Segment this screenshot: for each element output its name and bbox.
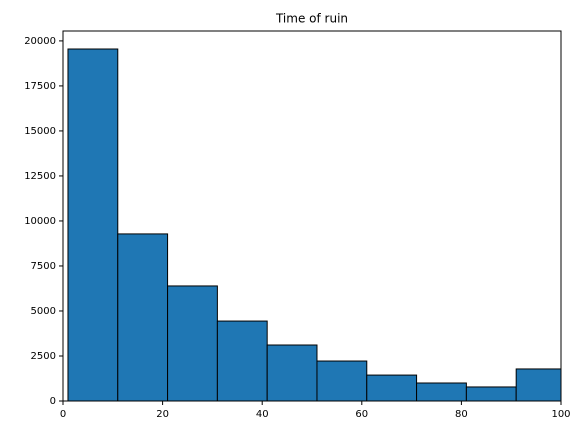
axes-frame [62, 30, 562, 402]
chart-title: Time of ruin [275, 12, 348, 26]
y-tick-label: 12500 [24, 171, 56, 182]
x-tick-label: 20 [156, 409, 169, 420]
bar [465, 386, 517, 401]
bar [515, 368, 561, 401]
y-tick-label: 15000 [24, 126, 56, 137]
x-tick-label: 0 [60, 409, 66, 420]
y-tick-label: 7500 [31, 261, 56, 272]
plot-area [67, 48, 561, 401]
y-tick-label: 20000 [24, 36, 56, 47]
bar [67, 48, 119, 401]
y-tick-label: 5000 [31, 306, 56, 317]
y-tick-label: 17500 [24, 81, 56, 92]
bar [216, 320, 268, 401]
x-tick-label: 80 [455, 409, 468, 420]
x-tick-label: 40 [256, 409, 269, 420]
x-tick-label: 60 [355, 409, 368, 420]
bar [167, 285, 218, 401]
x-tick-label: 100 [551, 409, 570, 420]
y-tick-label: 2500 [31, 351, 56, 362]
bar [117, 233, 169, 401]
y-tick-label: 0 [50, 396, 56, 407]
bar [316, 360, 368, 401]
bar [416, 382, 467, 401]
y-tick-label: 10000 [24, 216, 56, 227]
bar [366, 374, 418, 401]
bar [266, 344, 318, 401]
